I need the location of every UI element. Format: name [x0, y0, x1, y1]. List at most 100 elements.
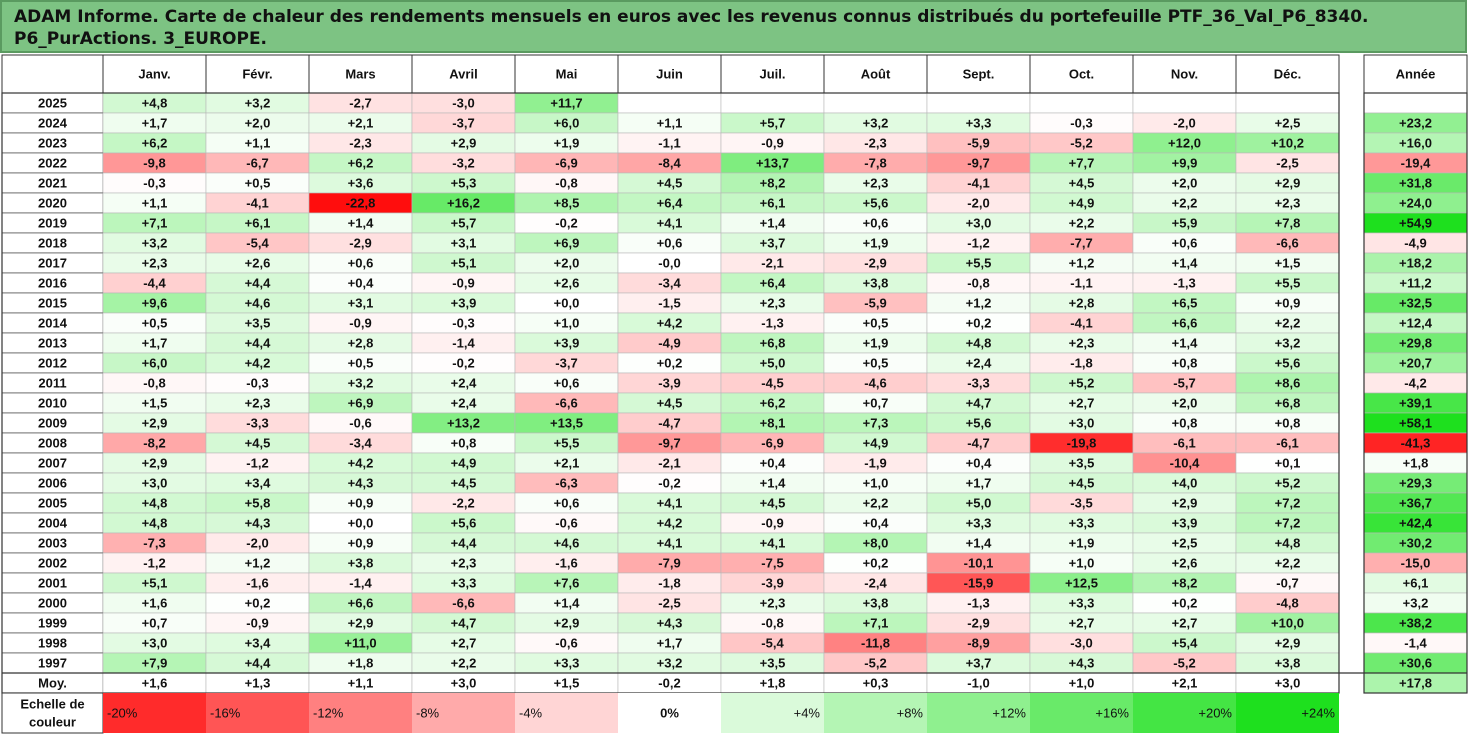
row-label-2006: 2006	[38, 476, 67, 491]
average-value: +2,1	[1172, 676, 1198, 691]
heat-value: -0,6	[555, 636, 577, 651]
heat-value: +0,7	[863, 396, 889, 411]
heat-value: +1,1	[245, 136, 271, 151]
heat-value: +3,5	[1069, 456, 1095, 471]
heat-value: -1,2	[967, 236, 989, 251]
heat-value: -0,6	[555, 516, 577, 531]
heat-value: +4,3	[348, 476, 374, 491]
heat-value: -0,9	[761, 516, 783, 531]
heat-value: +6,9	[348, 396, 374, 411]
row-label-2012: 2012	[38, 356, 67, 371]
heat-value: +1,2	[1069, 256, 1095, 271]
year-total-value: +29,8	[1399, 336, 1432, 351]
heat-value: +4,9	[1069, 196, 1095, 211]
heat-value: +3,7	[760, 236, 786, 251]
scale-step-label: +20%	[1198, 706, 1232, 721]
heat-value: +4,8	[142, 96, 168, 111]
gap-cell	[1339, 293, 1364, 313]
heat-value: +1,4	[760, 476, 786, 491]
heat-value: -4,6	[864, 376, 886, 391]
heat-value: -5,2	[1070, 136, 1092, 151]
heat-value: -15,9	[964, 576, 994, 591]
heat-value: +2,5	[1275, 116, 1301, 131]
heat-value: +2,6	[245, 256, 271, 271]
year-total-value: +31,8	[1399, 176, 1432, 191]
heat-value: +6,2	[348, 156, 374, 171]
heat-value: +0,1	[1275, 456, 1301, 471]
year-total-value: +54,9	[1399, 216, 1432, 231]
row-label-2016: 2016	[38, 276, 67, 291]
year-header-background	[1363, 54, 1468, 94]
heat-cell	[720, 92, 825, 114]
year-total-value: -15,0	[1401, 556, 1431, 571]
heat-value: +0,8	[1172, 416, 1198, 431]
heat-value: +3,3	[1069, 516, 1095, 531]
heat-value: +3,8	[348, 556, 374, 571]
heat-value: +0,2	[966, 316, 992, 331]
heat-value: +0,8	[1275, 416, 1301, 431]
heat-value: -1,1	[1070, 276, 1092, 291]
heat-value: -2,0	[1173, 116, 1195, 131]
heat-value: +0,5	[142, 316, 168, 331]
scale-step-label: -12%	[313, 706, 344, 721]
gap-cell	[1339, 333, 1364, 353]
heat-value: +2,9	[554, 616, 580, 631]
heat-value: +0,7	[142, 616, 168, 631]
row-label-2019: 2019	[38, 216, 67, 231]
heat-value: -11,8	[861, 636, 890, 651]
heat-value: +5,6	[451, 516, 477, 531]
heat-value: -7,5	[761, 556, 783, 571]
column-header-5: Mai	[556, 67, 578, 82]
average-value: +1,0	[1069, 676, 1095, 691]
heat-value: +3,2	[142, 236, 168, 251]
gap-cell	[1339, 273, 1364, 293]
heat-value: +4,8	[966, 336, 992, 351]
row-label-2007: 2007	[38, 456, 67, 471]
gap-cell	[1339, 593, 1364, 613]
heat-value: -0,9	[246, 616, 268, 631]
heat-value: -4,7	[658, 416, 680, 431]
heat-value: +1,4	[966, 536, 992, 551]
heat-value: +4,4	[245, 656, 271, 671]
heat-value: +7,7	[1069, 156, 1095, 171]
average-value: +3,0	[451, 676, 477, 691]
heat-value: -2,3	[349, 136, 371, 151]
heat-value: -4,8	[1276, 596, 1298, 611]
heat-value: +5,6	[1275, 356, 1301, 371]
heat-value: -0,2	[452, 356, 474, 371]
heat-value: +1,8	[348, 656, 374, 671]
heat-value: +2,1	[554, 456, 580, 471]
heat-value: -2,5	[658, 596, 680, 611]
average-year-value: +17,8	[1399, 676, 1432, 691]
heat-value: +5,4	[1172, 636, 1198, 651]
average-value: +1,1	[348, 676, 374, 691]
heat-value: +5,7	[760, 116, 786, 131]
heat-value: -0,9	[452, 276, 474, 291]
heat-value: +0,8	[451, 436, 477, 451]
average-value: +1,3	[245, 676, 271, 691]
heat-value: +0,4	[863, 516, 889, 531]
heat-value: +4,5	[657, 176, 683, 191]
heat-value: +2,3	[760, 296, 786, 311]
heat-value: +8,2	[760, 176, 786, 191]
scale-step-label: +8%	[897, 706, 924, 721]
heat-value: -9,7	[967, 156, 989, 171]
heat-value: +5,0	[966, 496, 992, 511]
column-header-8: Août	[861, 67, 891, 82]
heat-value: +0,0	[348, 516, 374, 531]
heat-value: +3,2	[1275, 336, 1301, 351]
heat-value: +4,2	[245, 356, 271, 371]
heat-value: +5,6	[966, 416, 992, 431]
heat-value: +1,4	[348, 216, 374, 231]
heat-value: +0,5	[348, 356, 374, 371]
year-total-value: +23,2	[1399, 116, 1432, 131]
average-value: +1,5	[554, 676, 580, 691]
heat-value: +2,9	[348, 616, 374, 631]
heat-value: +4,9	[451, 456, 477, 471]
heat-value: +2,3	[1069, 336, 1095, 351]
year-total-value: +58,1	[1399, 416, 1432, 431]
heat-value: +5,5	[554, 436, 580, 451]
heat-value: +2,7	[1069, 616, 1095, 631]
heat-value: +11,7	[550, 96, 582, 111]
heat-value: +1,5	[142, 396, 168, 411]
